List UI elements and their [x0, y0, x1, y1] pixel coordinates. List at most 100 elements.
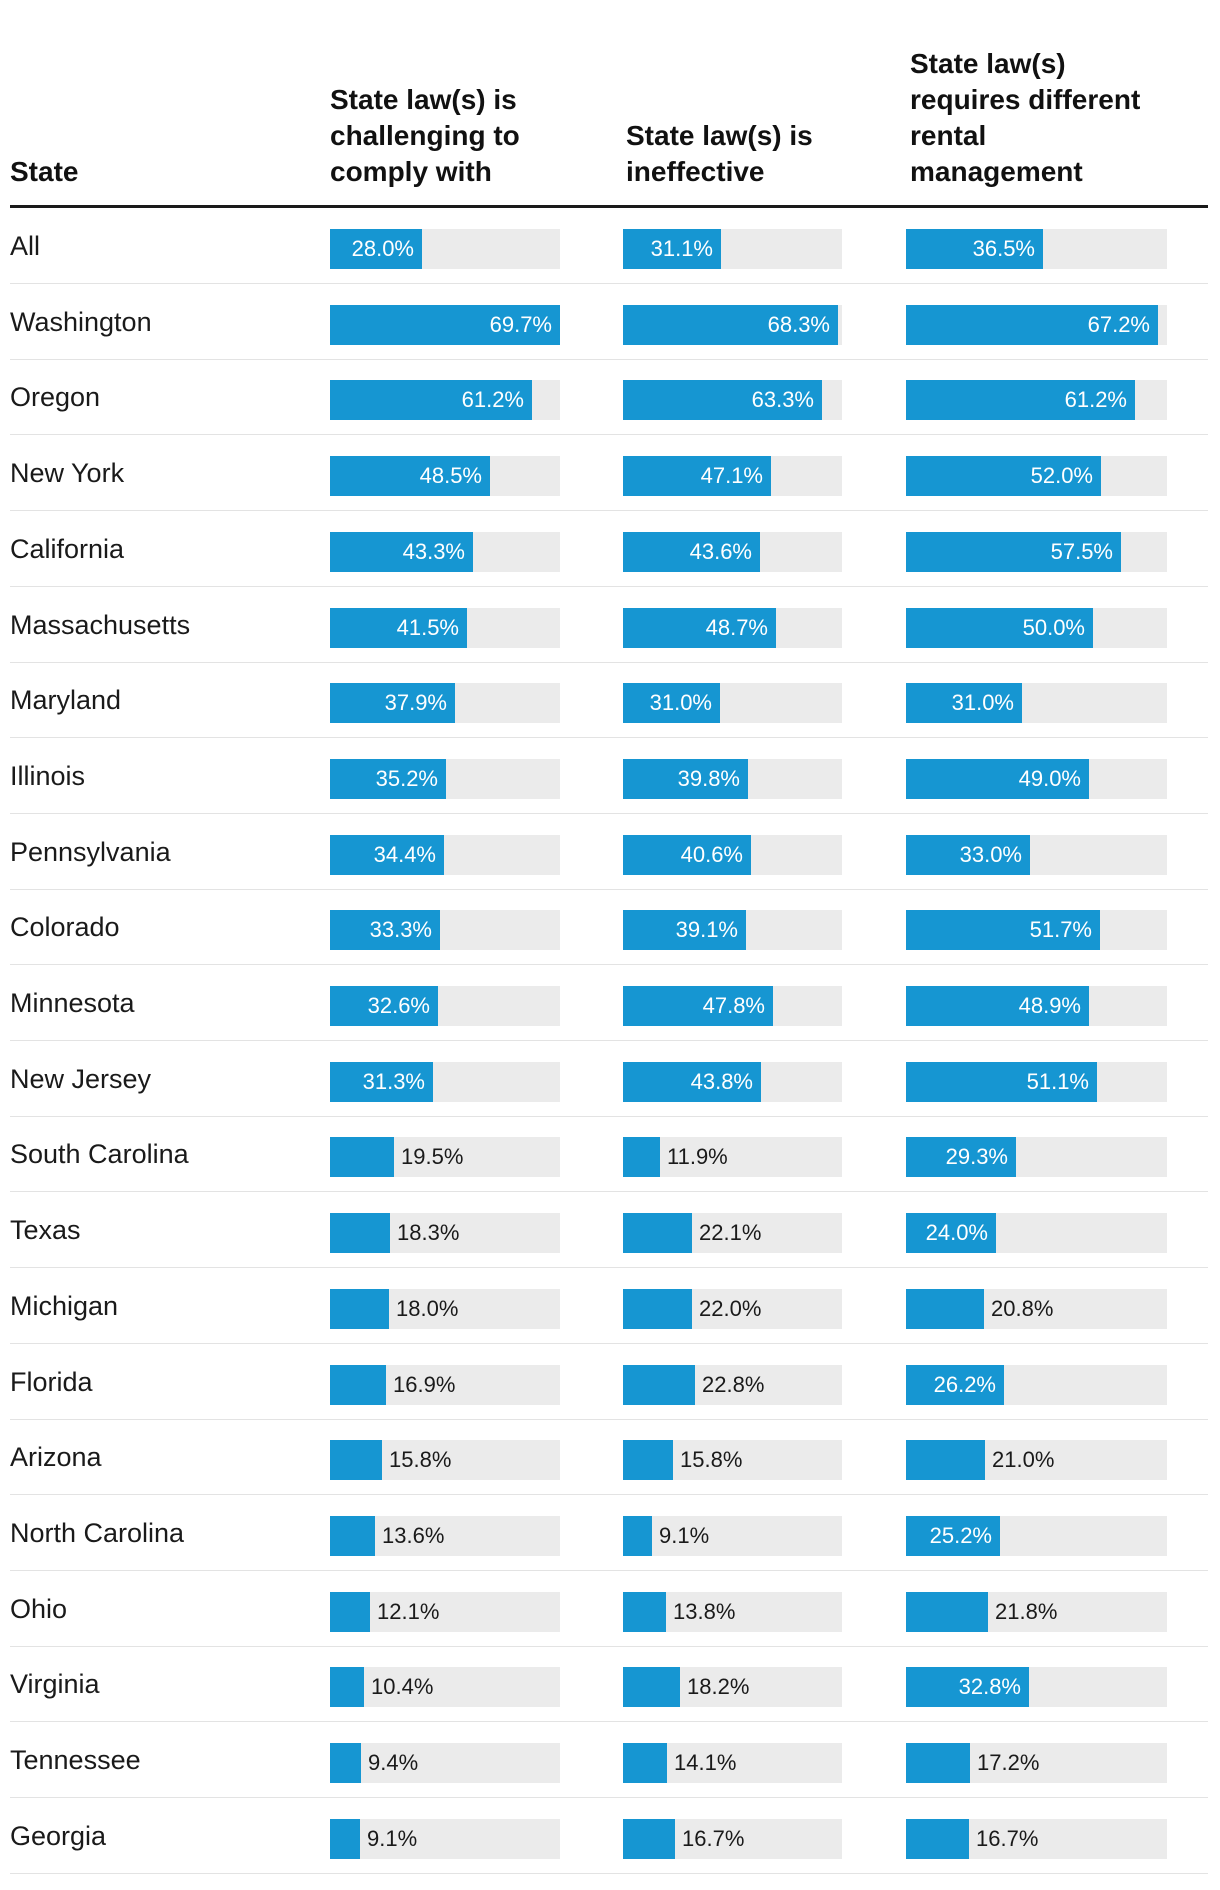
bar-maryland-s1: [330, 683, 455, 724]
bar-ohio-s3: [906, 1591, 988, 1632]
bar-virginia-s1: [330, 1667, 364, 1708]
state-label: Minnesota: [10, 988, 135, 1018]
bar-track: 31.1%: [623, 229, 842, 269]
row-divider: [10, 1115, 1208, 1117]
state-label: Ohio: [10, 1593, 68, 1624]
bar-track: 12.1%: [330, 1591, 560, 1632]
state-row-florida: Florida 16.9% 22.8% 26.2%: [10, 1344, 1208, 1420]
bar-minnesota-s1: [330, 986, 438, 1026]
bar-arizona-s3: [906, 1440, 985, 1481]
state-label: Pennsylvania: [10, 836, 171, 867]
state-label: New Jersey: [10, 1063, 152, 1094]
bar-south-carolina-s3: [906, 1137, 1016, 1178]
row-divider: [10, 585, 1208, 587]
value-label: 16.9%: [393, 1371, 456, 1397]
value-label: 57.5%: [1050, 538, 1113, 564]
row-divider: [10, 1267, 1208, 1269]
state-label: Michigan: [10, 1290, 119, 1321]
bar-track: 43.6%: [623, 531, 842, 572]
bar-track: 68.3%: [623, 304, 842, 345]
value-label: 16.7%: [976, 1825, 1039, 1851]
value-label: 24.0%: [925, 1220, 988, 1246]
value-label: 31.0%: [649, 690, 712, 716]
value-label: 25.2%: [929, 1522, 992, 1548]
state-label: Washington: [10, 306, 152, 337]
bar-michigan-s3: [906, 1288, 984, 1329]
state-row-all: All 28.0% 31.1% 36.5%: [10, 208, 1208, 284]
value-label: 49.0%: [1018, 765, 1081, 791]
row-divider: [10, 1645, 1208, 1647]
bar-track: 17.2%: [906, 1743, 1167, 1783]
value-label: 11.9%: [667, 1144, 728, 1170]
bar-track: 18.3%: [330, 1213, 560, 1254]
bar-south-carolina-s1: [330, 1137, 394, 1178]
bar-pennsylvania-s3: [906, 834, 1030, 875]
bar-track: 18.2%: [623, 1667, 842, 1708]
row-divider: [10, 1872, 1208, 1874]
value-label: 16.7%: [682, 1825, 745, 1851]
bar-track: 31.0%: [906, 683, 1167, 724]
bar-track: 47.1%: [623, 456, 842, 497]
state-label: Tennessee: [10, 1745, 141, 1775]
bar-track: 32.8%: [906, 1667, 1167, 1708]
bar-track: 61.2%: [906, 380, 1167, 421]
bar-track: 15.8%: [623, 1440, 842, 1481]
state-label: Texas: [10, 1215, 81, 1246]
bar-georgia-s1: [330, 1818, 360, 1859]
bar-tennessee-s1: [330, 1743, 361, 1783]
bar-california-s1: [330, 531, 473, 572]
bar-all-s2: [623, 229, 721, 269]
bar-track: 36.5%: [906, 229, 1167, 269]
bar-minnesota-s3: [906, 986, 1089, 1026]
value-label: 68.3%: [767, 311, 830, 337]
bar-colorado-s1: [330, 910, 440, 951]
bar-track: 39.8%: [623, 758, 842, 799]
value-label: 43.3%: [402, 538, 465, 564]
bar-arizona-s2: [623, 1440, 673, 1481]
row-divider: [10, 1797, 1208, 1798]
bar-track: 22.8%: [623, 1364, 842, 1405]
row-divider: [10, 283, 1208, 284]
bar-north-carolina-s1: [330, 1515, 375, 1556]
bar-track: 32.6%: [330, 986, 560, 1026]
bar-maryland-s2: [623, 683, 720, 724]
state-row-virginia: Virginia 10.4% 18.2% 32.8%: [10, 1646, 1208, 1723]
state-row-washington: Washington 69.7% 68.3% 67.2%: [10, 284, 1208, 360]
value-label: 48.9%: [1018, 993, 1081, 1018]
bar-california-s2: [623, 531, 760, 572]
value-label: 20.8%: [991, 1295, 1054, 1321]
value-label: 28.0%: [351, 236, 414, 261]
value-label: 18.2%: [687, 1674, 750, 1700]
bar-florida-s3: [906, 1364, 1004, 1405]
bar-track: 20.8%: [906, 1288, 1167, 1329]
bar-massachusetts-s1: [330, 607, 467, 648]
row-divider: [10, 888, 1208, 890]
bar-track: 16.9%: [330, 1364, 560, 1405]
value-label: 32.6%: [367, 993, 430, 1018]
bar-track: 33.0%: [906, 834, 1167, 875]
value-label: 14.1%: [674, 1750, 737, 1775]
value-label: 37.9%: [384, 690, 447, 716]
bar-track: 29.3%: [906, 1137, 1167, 1178]
state-label: Virginia: [10, 1669, 100, 1700]
value-label: 22.8%: [702, 1371, 765, 1397]
bar-track: 18.0%: [330, 1288, 560, 1329]
bar-track: 33.3%: [330, 910, 560, 951]
bar-track: 61.2%: [330, 380, 560, 421]
value-label: 18.0%: [396, 1295, 459, 1321]
value-label: 41.5%: [396, 614, 459, 640]
bar-track: 31.0%: [623, 683, 842, 724]
row-divider: [10, 1494, 1208, 1496]
value-label: 63.3%: [751, 387, 814, 413]
bar-track: 14.1%: [623, 1743, 842, 1783]
bar-illinois-s3: [906, 758, 1089, 799]
state-row-illinois: Illinois 35.2% 39.8% 49.0%: [10, 738, 1208, 814]
value-label: 31.3%: [362, 1068, 425, 1094]
bar-track: 9.1%: [330, 1818, 560, 1859]
bar-michigan-s1: [330, 1288, 389, 1329]
bar-track: 21.0%: [906, 1440, 1167, 1481]
bar-pennsylvania-s2: [623, 834, 751, 875]
bar-new-york-s3: [906, 456, 1101, 497]
value-label: 34.4%: [373, 841, 436, 867]
bar-illinois-s2: [623, 758, 748, 799]
